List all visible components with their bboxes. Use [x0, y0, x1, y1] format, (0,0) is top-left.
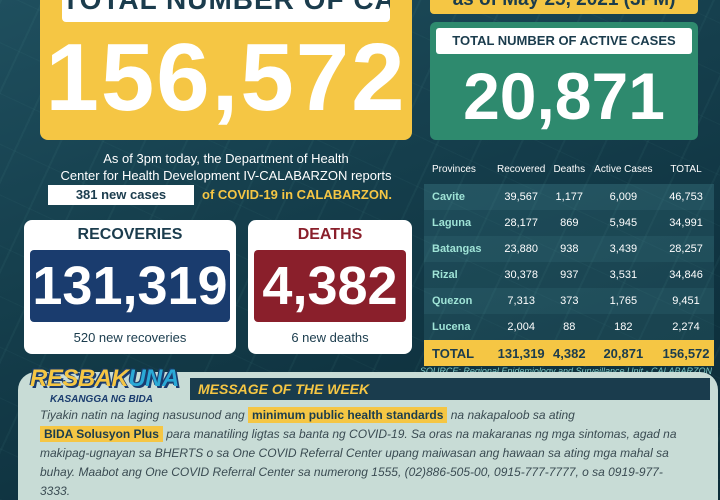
as-of-date-strip: as of May 25, 2021 (3PM): [430, 0, 698, 14]
deaths-value: 4,382: [262, 256, 398, 316]
table-cell: 88: [563, 321, 576, 333]
table-cell: 373: [560, 295, 579, 307]
total-label: TOTAL: [424, 340, 493, 366]
total-cases-card: TOTAL NUMBER OF CASES 156,572: [40, 0, 412, 140]
logo-part-a: RESBAK: [30, 365, 129, 392]
table-cell: 28,257: [669, 243, 703, 255]
report-line-3-rest: of COVID-19 in CALABARZON.: [202, 187, 392, 202]
table-row: Batangas 23,880 938 3,439 28,257: [424, 236, 714, 262]
highlight-bida: BIDA Solusyon Plus: [40, 426, 163, 442]
total-cases-title-strip: TOTAL NUMBER OF CASES: [62, 0, 390, 22]
active-cases-value: 20,871: [463, 59, 665, 133]
recoveries-value: 131,319: [32, 256, 228, 316]
total-cell: 4,382: [549, 340, 589, 366]
table-cell: 182: [614, 321, 633, 333]
active-cases-card: TOTAL NUMBER OF ACTIVE CASES 20,871: [430, 22, 698, 140]
table-total-row: TOTAL 131,319 4,382 20,871 156,572: [424, 340, 714, 366]
table-cell: 46,753: [669, 191, 703, 203]
table-row: Rizal 30,378 937 3,531 34,846: [424, 262, 714, 288]
table-cell: 3,439: [609, 243, 638, 255]
resbakuna-logo: RESBAKUNA KASANGGA NG BIDA: [30, 364, 186, 414]
table-cell: 937: [560, 269, 579, 281]
table-cell: 869: [560, 217, 579, 229]
table-cell: 23,880: [504, 243, 538, 255]
province-name: Cavite: [432, 191, 466, 203]
province-name: Laguna: [432, 217, 472, 229]
logo-tagline: KASANGGA NG BIDA: [50, 394, 153, 405]
message-text-1: Tiyakin natin na laging nasusunod ang: [40, 408, 249, 422]
column-header: Provinces: [432, 163, 476, 175]
message-text-2: na nakapaloob sa ating: [447, 408, 575, 422]
table-row: Quezon 7,313 373 1,765 9,451: [424, 288, 714, 314]
table-cell: 2,274: [672, 321, 700, 333]
report-line-1: As of 3pm today, the Department of Healt…: [103, 151, 349, 166]
table-cell: 7,313: [507, 295, 535, 307]
table-cell: 1,765: [609, 295, 638, 307]
table-cell: 34,846: [669, 269, 703, 281]
table-cell: 938: [560, 243, 579, 255]
table-cell: 5,945: [609, 217, 638, 229]
deaths-card: DEATHS 4,382 6 new deaths: [248, 220, 412, 354]
table-cell: 30,378: [504, 269, 538, 281]
province-name: Rizal: [432, 269, 458, 281]
table-cell: 34,991: [669, 217, 703, 229]
province-name: Lucena: [432, 321, 471, 333]
table-cell: 6,009: [609, 191, 638, 203]
deaths-label: DEATHS: [297, 226, 363, 243]
table-row: Laguna 28,177 869 5,945 34,991: [424, 210, 714, 236]
message-text-3: para manatiling ligtas sa banta ng COVID…: [40, 427, 677, 498]
deaths-band: 4,382: [254, 250, 406, 322]
column-header: TOTAL: [670, 163, 702, 175]
table-cell: 2,004: [507, 321, 535, 333]
logo-wordmark: RESBAKUNA: [30, 364, 179, 394]
as-of-date: as of May 25, 2021 (3PM): [430, 0, 698, 11]
table-cell: 28,177: [504, 217, 538, 229]
report-line-3: 381 new cases of COVID-19 in CALABARZON.: [40, 185, 412, 205]
new-recoveries: 520 new recoveries: [73, 330, 187, 345]
column-header: Active Cases: [594, 163, 653, 175]
total-cell: 131,319: [492, 340, 550, 366]
column-header: Deaths: [553, 163, 586, 175]
province-table: Provinces Recovered Deaths Active Cases …: [424, 154, 714, 366]
source-note: SOURCE: Regional Epidemiology and Survei…: [419, 366, 712, 376]
total-cases-value: 156,572: [45, 24, 407, 131]
logo-part-b: UNA: [128, 365, 179, 392]
table-row: Cavite 39,567 1,177 6,009 46,753: [424, 184, 714, 210]
new-deaths: 6 new deaths: [291, 330, 369, 345]
message-title: MESSAGE OF THE WEEK: [198, 381, 370, 397]
table-cell: 3,531: [609, 269, 638, 281]
active-cases-title: TOTAL NUMBER OF ACTIVE CASES: [436, 28, 692, 54]
column-header: Recovered: [497, 163, 546, 175]
table-row: Lucena 2,004 88 182 2,274: [424, 314, 714, 340]
recoveries-band: 131,319: [30, 250, 230, 322]
table-cell: 39,567: [504, 191, 538, 203]
total-cell: 20,871: [588, 340, 659, 366]
table-cell: 1,177: [555, 191, 584, 203]
province-name: Quezon: [432, 295, 473, 307]
report-line-2: Center for Health Development IV-CALABAR…: [60, 168, 392, 183]
total-cases-title: TOTAL NUMBER OF CASES: [62, 0, 390, 16]
recoveries-card: RECOVERIES 131,319 520 new recoveries: [24, 220, 236, 354]
table-header-row: Provinces Recovered Deaths Active Cases …: [424, 154, 714, 184]
message-header: MESSAGE OF THE WEEK: [190, 378, 710, 400]
highlight-standards: minimum public health standards: [248, 407, 448, 423]
new-cases-badge: 381 new cases: [48, 185, 194, 205]
recoveries-label: RECOVERIES: [77, 226, 183, 243]
message-body: Tiyakin natin na laging nasusunod ang mi…: [40, 406, 690, 500]
table-cell: 9,451: [672, 295, 700, 307]
report-text: As of 3pm today, the Department of Healt…: [40, 150, 412, 184]
province-name: Batangas: [432, 243, 482, 255]
total-cell: 156,572: [658, 340, 714, 366]
